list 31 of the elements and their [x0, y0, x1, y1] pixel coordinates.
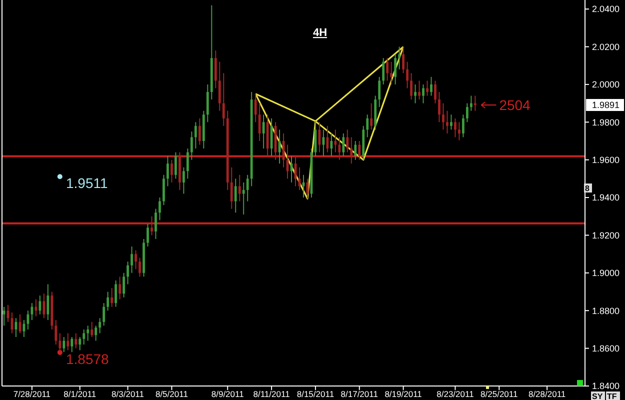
y-tick-label: 1.8800	[592, 306, 620, 316]
y-tick-label: 1.9600	[592, 154, 620, 165]
y-tick-label: 1.9200	[592, 230, 620, 240]
text: SY	[592, 392, 604, 400]
x-tick-label: 8/15/2011	[296, 389, 334, 399]
text: TF	[607, 392, 617, 400]
x-tick-label: 8/28/2011	[528, 389, 566, 399]
x-tick-label: 8/9/2011	[211, 389, 244, 399]
x-tick-label: 8/1/2011	[64, 389, 96, 399]
x-tick-label: 8/25/2011	[480, 389, 518, 399]
y-tick-label: 1.9000	[592, 268, 620, 278]
y-tick-label: 1.9400	[592, 192, 620, 203]
y-tick-label: 2.0000	[592, 80, 620, 90]
x-tick-label: 8/19/2011	[384, 389, 422, 399]
x-tick-label: 8/23/2011	[436, 389, 474, 399]
x-tick-label: 7/28/2011	[13, 389, 51, 399]
x-tick-label: 8/17/2011	[340, 389, 378, 399]
text: 1.9891	[592, 100, 620, 110]
text: 4H	[312, 27, 328, 39]
annotation: 8	[585, 184, 590, 193]
y-tick-label: 1.8600	[592, 343, 620, 354]
annotation: 1.9511	[66, 175, 108, 191]
x-tick-label: 8/5/2011	[155, 389, 188, 399]
y-tick-label: 1.9800	[592, 117, 620, 128]
y-tick-label: 1.8400	[592, 381, 620, 392]
x-tick-label: 8/11/2011	[253, 389, 290, 399]
y-tick-label: 2.0200	[592, 42, 620, 52]
x-tick-label: 8/3/2011	[112, 389, 144, 399]
y-tick-label: 2.0400	[592, 4, 620, 14]
annotation: 2504	[499, 96, 531, 113]
annotation: 1.8578	[66, 351, 110, 367]
